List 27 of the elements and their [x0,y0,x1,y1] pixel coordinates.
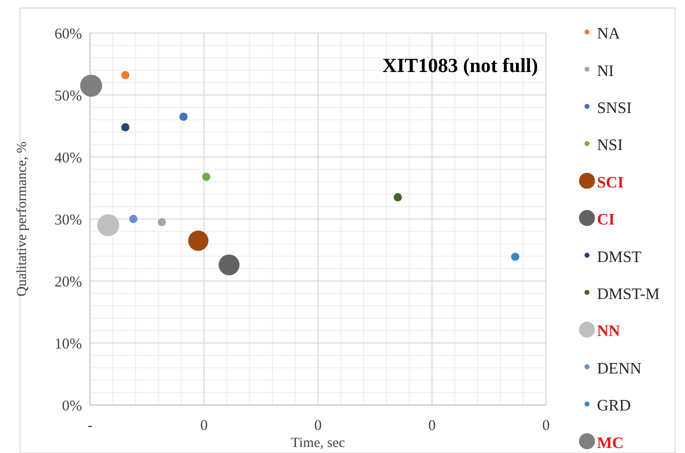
legend-label: NN [597,323,621,340]
legend-label: DENN [597,360,642,378]
y-axis-title: Qualitative performance, % [15,141,30,297]
legend-label: MC [597,434,624,452]
y-tick-label: 20% [54,274,82,290]
x-tick-label: 0 [428,418,436,434]
y-tick-label: 60% [54,26,82,42]
y-tick-label: 30% [54,212,82,228]
y-tick-label: 40% [54,150,82,166]
x-tick-label: 0 [314,418,322,434]
legend-label: GRD [597,398,631,415]
y-tick-label: 50% [54,88,82,104]
legend-label: NA [597,26,621,43]
text: XIT1083 (not full) [382,55,538,77]
x-tick-label: - [88,418,92,434]
x-axis-title: Time, sec [291,436,345,451]
legend-label: DMST-M [597,286,660,303]
legend-label: CI [597,212,615,229]
legend-label: DMST [597,248,642,266]
x-tick-label: 0 [200,418,208,434]
y-tick-label: 10% [54,336,82,352]
y-tick-label: 0% [62,398,82,414]
legend-label: NI [597,62,614,80]
legend-label: SCI [597,174,624,192]
legend-label: NSI [597,137,623,154]
legend-label: SNSI [597,100,632,117]
x-tick-label: 0 [542,418,550,434]
